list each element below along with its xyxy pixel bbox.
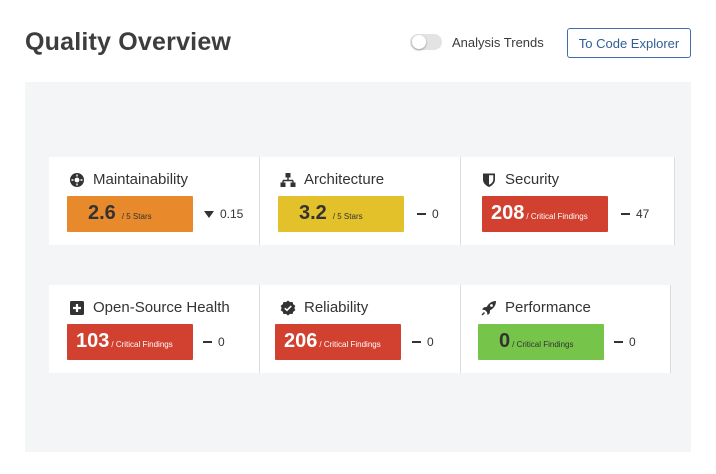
analysis-trends-toggle-group[interactable]: Analysis Trends xyxy=(410,34,544,50)
analysis-trends-label: Analysis Trends xyxy=(452,34,544,50)
page-title: Quality Overview xyxy=(25,28,232,56)
card-header: Open-Source Health xyxy=(69,299,230,316)
trend-flat-icon xyxy=(203,341,212,343)
score-badge: 2.6 / 5 Stars xyxy=(67,196,193,232)
card-title: Performance xyxy=(505,299,591,316)
score-unit: / Critical Findings xyxy=(319,340,381,349)
score-value: 3.2 xyxy=(299,202,327,224)
trend-delta: 0.15 xyxy=(204,207,243,221)
to-code-explorer-button[interactable]: To Code Explorer xyxy=(567,28,691,58)
delta-value: 0.15 xyxy=(220,207,244,221)
score-unit: / Critical Findings xyxy=(526,212,588,221)
trend-delta: 0 xyxy=(203,335,225,349)
trend-flat-icon xyxy=(417,213,426,215)
score-badge: 206 / Critical Findings xyxy=(275,324,401,360)
score-value: 2.6 xyxy=(88,202,116,224)
trend-delta: 0 xyxy=(412,335,434,349)
rocket-icon xyxy=(481,300,496,315)
card-title: Security xyxy=(505,171,560,188)
delta-value: 0 xyxy=(218,335,225,349)
card-maintainability[interactable]: Maintainability 2.6 / 5 Stars 0.15 xyxy=(49,157,260,245)
hierarchy-icon xyxy=(280,172,296,187)
card-header: Architecture xyxy=(280,171,384,188)
card-header: Security xyxy=(481,171,559,188)
brain-gear-icon xyxy=(70,172,84,187)
badge-check-icon xyxy=(280,300,296,315)
score-badge: 0 / Critical Findings xyxy=(478,324,604,360)
card-header: Maintainability xyxy=(69,171,188,188)
score-badge: 3.2 / 5 Stars xyxy=(278,196,404,232)
card-title: Architecture xyxy=(304,171,385,188)
trend-delta: 0 xyxy=(614,335,636,349)
score-badge: 103 / Critical Findings xyxy=(67,324,193,360)
score-value: 206 xyxy=(284,330,318,352)
card-header: Reliability xyxy=(280,299,368,316)
score-badge: 208 / Critical Findings xyxy=(482,196,608,232)
delta-value: 0 xyxy=(629,335,636,349)
card-reliability[interactable]: Reliability 206 / Critical Findings 0 xyxy=(260,285,461,373)
card-title: Reliability xyxy=(304,299,369,316)
quality-panel: Maintainability 2.6 / 5 Stars 0.15 Archi… xyxy=(25,82,691,452)
delta-value: 0 xyxy=(427,335,434,349)
trend-delta: 47 xyxy=(621,207,649,221)
card-security[interactable]: Security 208 / Critical Findings 47 xyxy=(461,157,675,245)
score-unit: / Critical Findings xyxy=(512,340,574,349)
card-header: Performance xyxy=(481,299,591,316)
plus-box-icon xyxy=(70,300,84,315)
toggle-knob xyxy=(412,35,426,49)
card-architecture[interactable]: Architecture 3.2 / 5 Stars 0 xyxy=(260,157,461,245)
delta-value: 0 xyxy=(432,207,439,221)
trend-delta: 0 xyxy=(417,207,439,221)
score-unit: / 5 Stars xyxy=(121,212,152,221)
trend-flat-icon xyxy=(614,341,623,343)
shield-icon xyxy=(483,173,495,187)
trend-down-icon xyxy=(204,210,214,218)
score-value: 208 xyxy=(491,202,525,224)
delta-value: 47 xyxy=(636,207,650,221)
score-value: 0 xyxy=(499,330,511,352)
analysis-trends-toggle[interactable] xyxy=(410,34,442,50)
card-title: Maintainability xyxy=(93,171,189,188)
score-unit: / Critical Findings xyxy=(111,340,173,349)
score-value: 103 xyxy=(76,330,110,352)
trend-flat-icon xyxy=(621,213,630,215)
trend-flat-icon xyxy=(412,341,421,343)
card-title: Open-Source Health xyxy=(93,299,230,316)
card-open-source-health[interactable]: Open-Source Health 103 / Critical Findin… xyxy=(49,285,260,373)
score-unit: / 5 Stars xyxy=(332,212,363,221)
card-performance[interactable]: Performance 0 / Critical Findings 0 xyxy=(461,285,671,373)
